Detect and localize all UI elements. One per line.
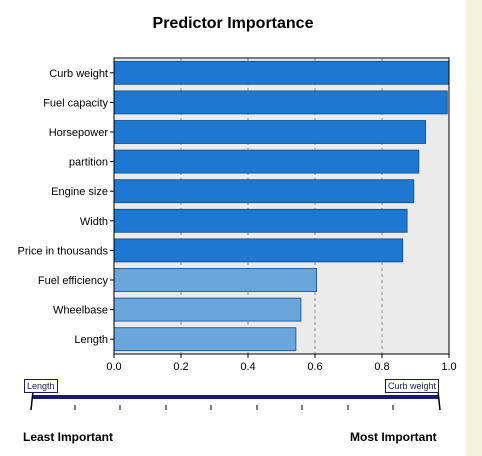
importance-slider[interactable] <box>30 390 441 411</box>
bar <box>113 179 415 204</box>
x-axis-ticks: 0.0 0.2 0.4 0.6 0.8 1.0 <box>106 354 457 373</box>
slider-right-handle[interactable] <box>437 390 441 411</box>
x-tick-label: 0.6 <box>307 361 322 373</box>
bar <box>113 90 448 115</box>
category-label: Wheelbase <box>53 305 108 317</box>
bar <box>113 238 404 263</box>
plot-border <box>113 57 450 355</box>
bar <box>113 208 408 233</box>
bar <box>113 120 426 144</box>
category-label: Engine size <box>51 186 108 198</box>
category-label: Price in thousands <box>18 245 109 257</box>
least-important-label: Least Important <box>23 430 114 444</box>
bars <box>113 60 450 352</box>
category-label: Horsepower <box>49 127 109 139</box>
slider-ticks <box>74 405 394 410</box>
x-tick-label: 0.4 <box>240 361 255 373</box>
most-important-label: Most Important <box>350 430 437 444</box>
bar <box>113 149 420 174</box>
x-tick-label: 1.0 <box>441 361 456 373</box>
chart-title: Predictor Importance <box>152 15 314 32</box>
category-label: Length <box>74 334 108 346</box>
window-edge <box>466 0 482 456</box>
bar <box>113 327 297 352</box>
bar <box>113 268 318 292</box>
bar <box>113 60 450 85</box>
slider-right-label: Curb weight <box>385 379 440 393</box>
category-label: Curb weight <box>49 68 108 80</box>
x-tick-label: 0.2 <box>173 361 188 373</box>
category-label: Width <box>80 216 108 228</box>
category-labels: Curb weight Fuel capacity Horsepower partit… <box>18 68 114 346</box>
category-label: Fuel efficiency <box>38 275 109 287</box>
x-tick-label: 0.8 <box>374 361 389 373</box>
slider-left-handle[interactable] <box>30 390 34 411</box>
bar <box>113 297 302 322</box>
x-tick-label: 0.0 <box>106 361 121 373</box>
category-label: Fuel capacity <box>43 97 108 109</box>
category-label: partition <box>69 157 108 169</box>
slider-left-label: Length <box>24 379 58 393</box>
